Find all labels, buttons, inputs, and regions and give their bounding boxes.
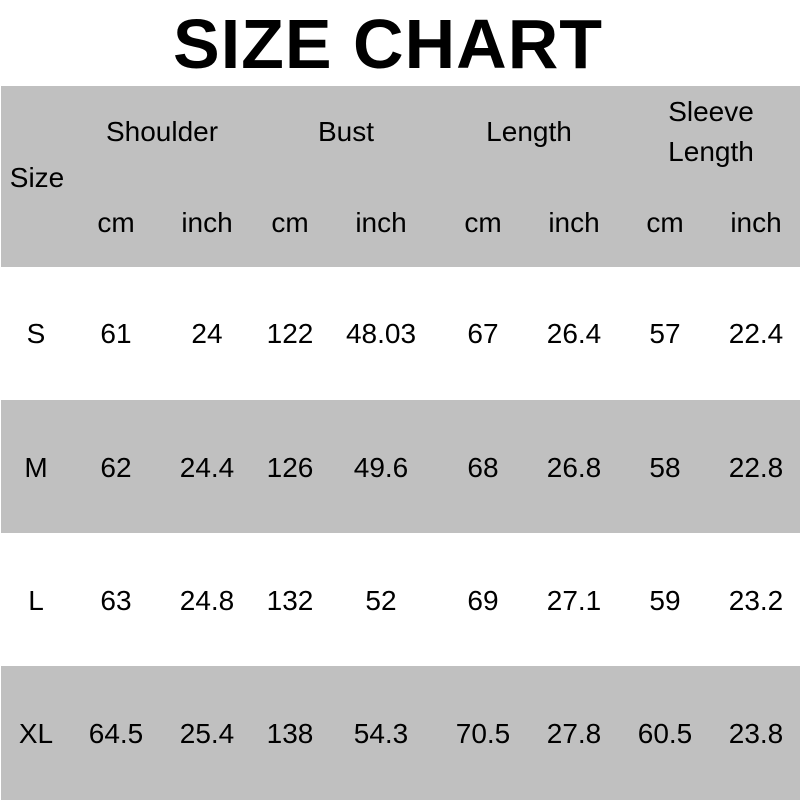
value-cell: 27.8 (546, 718, 602, 749)
value-cell: 132 (266, 585, 314, 616)
value-cell: 64.5 (88, 718, 144, 749)
group-header-shoulder: Shoulder (105, 116, 219, 147)
value-cell: 57 (649, 318, 681, 349)
value-cell: 63 (100, 585, 132, 616)
value-cell: 22.8 (728, 452, 784, 483)
group-header-bust: Bust (317, 116, 375, 147)
unit-header: inch (355, 207, 407, 238)
value-cell: 59 (649, 585, 681, 616)
value-cell: 61 (100, 318, 132, 349)
unit-header: cm (464, 207, 502, 238)
size-cell: L (28, 585, 44, 616)
size-cell: M (24, 452, 48, 483)
size-cell: XL (18, 718, 54, 749)
value-cell: 48.03 (345, 318, 417, 349)
value-cell: 122 (266, 318, 314, 349)
page-title: SIZE CHART (173, 5, 603, 83)
row-band-xl (1, 666, 800, 800)
value-cell: 62 (100, 452, 132, 483)
value-cell: 23.8 (728, 718, 784, 749)
value-cell: 54.3 (353, 718, 409, 749)
value-cell: 49.6 (353, 452, 409, 483)
unit-header: inch (548, 207, 600, 238)
value-cell: 27.1 (546, 585, 602, 616)
group-header-sleeve-length: Length (668, 136, 754, 167)
size-cell: S (26, 318, 46, 349)
unit-header: cm (646, 207, 684, 238)
value-cell: 22.4 (728, 318, 784, 349)
row-band-m (1, 400, 800, 533)
unit-header: cm (97, 207, 135, 238)
group-header-sleeve: Sleeve (668, 96, 754, 127)
value-cell: 58 (649, 452, 681, 483)
value-cell: 60.5 (637, 718, 693, 749)
value-cell: 70.5 (455, 718, 511, 749)
unit-header: inch (730, 207, 782, 238)
value-cell: 26.8 (546, 452, 602, 483)
unit-header: cm (271, 207, 309, 238)
header-band (1, 86, 800, 267)
value-cell: 25.4 (179, 718, 235, 749)
value-cell: 67 (467, 318, 499, 349)
size-header: Size (9, 162, 65, 193)
value-cell: 69 (467, 585, 499, 616)
value-cell: 24.8 (179, 585, 235, 616)
value-cell: 23.2 (728, 585, 784, 616)
value-cell: 24 (191, 318, 223, 349)
value-cell: 126 (266, 452, 314, 483)
value-cell: 138 (266, 718, 314, 749)
unit-header: inch (181, 207, 233, 238)
value-cell: 26.4 (546, 318, 602, 349)
group-header-length: Length (486, 116, 572, 147)
value-cell: 52 (365, 585, 397, 616)
value-cell: 68 (467, 452, 499, 483)
value-cell: 24.4 (179, 452, 235, 483)
